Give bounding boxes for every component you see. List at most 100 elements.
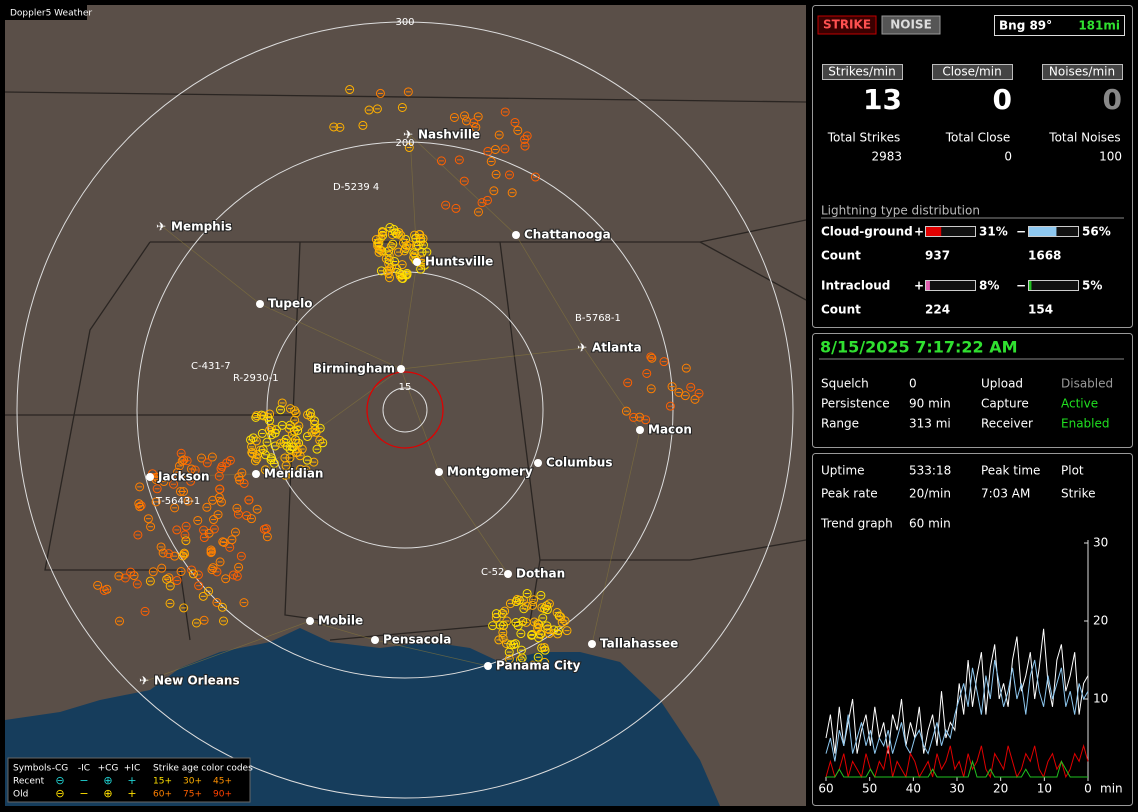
strike-symbol [494, 130, 504, 140]
borders [4, 91, 807, 641]
total-label: Total Strikes [827, 131, 901, 145]
legend-symbol: ⊕ [103, 787, 112, 800]
stat-value: 533:18 [909, 464, 951, 478]
strike-tab[interactable] [817, 15, 877, 35]
strike-symbol [388, 239, 398, 249]
strike-symbol [522, 131, 532, 141]
strike-symbol [378, 230, 388, 240]
strike-symbol [246, 514, 256, 524]
legend-symbol: ⊖ [55, 787, 64, 800]
strike-symbol [193, 570, 203, 580]
count: 224 [925, 303, 950, 317]
strike-symbol [646, 352, 656, 362]
setting-value: Disabled [1061, 377, 1113, 391]
strike-symbol [282, 441, 292, 451]
setting-value: 313 mi [909, 417, 951, 431]
strike-symbol [246, 435, 256, 445]
city-dot [636, 426, 644, 434]
city-dot [397, 365, 405, 373]
strike-symbol [165, 581, 175, 591]
tab-label[interactable]: NOISE [890, 18, 932, 32]
tab-label[interactable]: STRIKE [823, 18, 871, 32]
strike-symbol [522, 588, 532, 598]
strike-symbol [294, 421, 304, 431]
strike-symbol [207, 452, 217, 462]
bar-track [925, 280, 976, 291]
station-label: C-52 [481, 567, 504, 578]
strike-symbol [165, 598, 175, 608]
strike-symbol [449, 112, 459, 122]
strike-symbol [270, 441, 280, 451]
count: 154 [1028, 303, 1053, 317]
strike-symbol [219, 537, 229, 547]
city-dot [413, 258, 421, 266]
strike-symbol [562, 626, 572, 636]
strike-symbol [535, 629, 545, 639]
total-value: 2983 [871, 150, 902, 164]
city-label: Dothan [516, 567, 565, 581]
strike-symbol [403, 87, 413, 97]
strike-symbol [285, 420, 295, 430]
strike-symbol [265, 416, 275, 426]
strike-symbol [533, 652, 543, 662]
rate-header-box [932, 64, 1013, 80]
strike-symbol [194, 581, 204, 591]
stat-label: Peak rate [821, 487, 878, 501]
noise-tab[interactable] [881, 15, 941, 35]
setting-label: Receiver [981, 417, 1033, 431]
strike-symbol [242, 511, 252, 521]
legend-age: 15+ [153, 777, 172, 787]
strike-symbol [680, 391, 690, 401]
strike-symbol [374, 247, 384, 257]
city-label: Jackson [157, 470, 210, 484]
strike-symbol [375, 88, 385, 98]
legend-type: -IC [78, 764, 90, 774]
city-dot [371, 636, 379, 644]
strike-symbol [303, 410, 313, 420]
strike-symbol [384, 246, 394, 256]
strike-symbol [500, 144, 510, 154]
strike-symbol [418, 233, 428, 243]
x-tick-label: 50 [862, 782, 877, 796]
strike-symbol [358, 120, 368, 130]
strike-symbol [260, 465, 270, 475]
stat-value: 20/min [909, 487, 951, 501]
setting-value: 90 min [909, 397, 951, 411]
trend-line [825, 743, 1089, 779]
strike-symbol [391, 228, 401, 238]
strike-symbol [399, 246, 409, 256]
strike-symbol [151, 497, 161, 507]
legend-symbol: + [127, 774, 136, 787]
strike-symbol [522, 601, 532, 611]
strike-symbol [212, 597, 222, 607]
x-tick-label: 30 [949, 782, 964, 796]
stat-value: 7:03 AM [981, 487, 1030, 501]
strike-symbol [659, 357, 669, 367]
bearing: Bng 89° [999, 19, 1052, 33]
strike-symbol [519, 604, 529, 614]
strike-symbol [509, 640, 519, 650]
strike-symbol [376, 266, 386, 276]
strike-symbol [473, 112, 483, 122]
sign: + [914, 225, 924, 239]
bar [926, 281, 930, 290]
total-label: Total Close [945, 131, 1011, 145]
strike-symbol [206, 545, 216, 555]
strike-symbol [215, 557, 225, 567]
strike-symbol [486, 156, 496, 166]
rate-value: 0 [1103, 83, 1122, 116]
legend-type: +CG [98, 764, 119, 774]
strike-symbol [510, 639, 520, 649]
strike-symbol [213, 510, 223, 520]
strike-symbol [318, 438, 328, 448]
strike-symbol [209, 515, 219, 525]
strike-symbol [301, 465, 311, 475]
strike-symbol [529, 617, 539, 627]
legend-label: Symbols [13, 764, 52, 774]
rate-value: 13 [863, 83, 902, 116]
strike-symbol [544, 599, 554, 609]
legend-age: 60+ [153, 790, 172, 800]
legend [7, 757, 251, 803]
legend-symbol: ⊖ [55, 774, 64, 787]
strike-symbol [500, 606, 510, 616]
